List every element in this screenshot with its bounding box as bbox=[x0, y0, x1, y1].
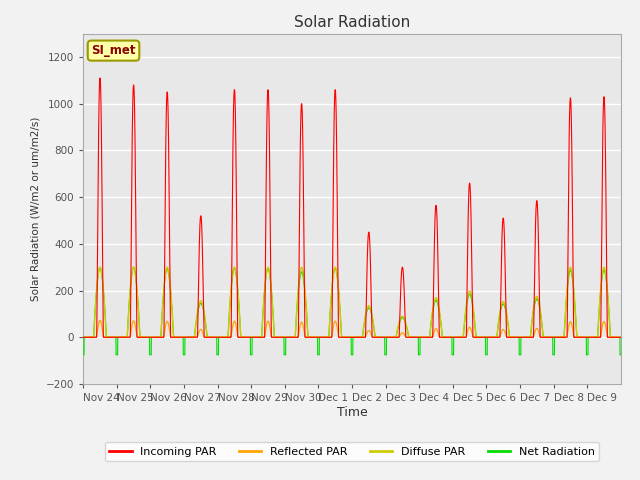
Title: Solar Radiation: Solar Radiation bbox=[294, 15, 410, 30]
Text: SI_met: SI_met bbox=[92, 44, 136, 57]
X-axis label: Time: Time bbox=[337, 406, 367, 419]
Y-axis label: Solar Radiation (W/m2 or um/m2/s): Solar Radiation (W/m2 or um/m2/s) bbox=[30, 117, 40, 301]
Legend: Incoming PAR, Reflected PAR, Diffuse PAR, Net Radiation: Incoming PAR, Reflected PAR, Diffuse PAR… bbox=[105, 442, 599, 461]
